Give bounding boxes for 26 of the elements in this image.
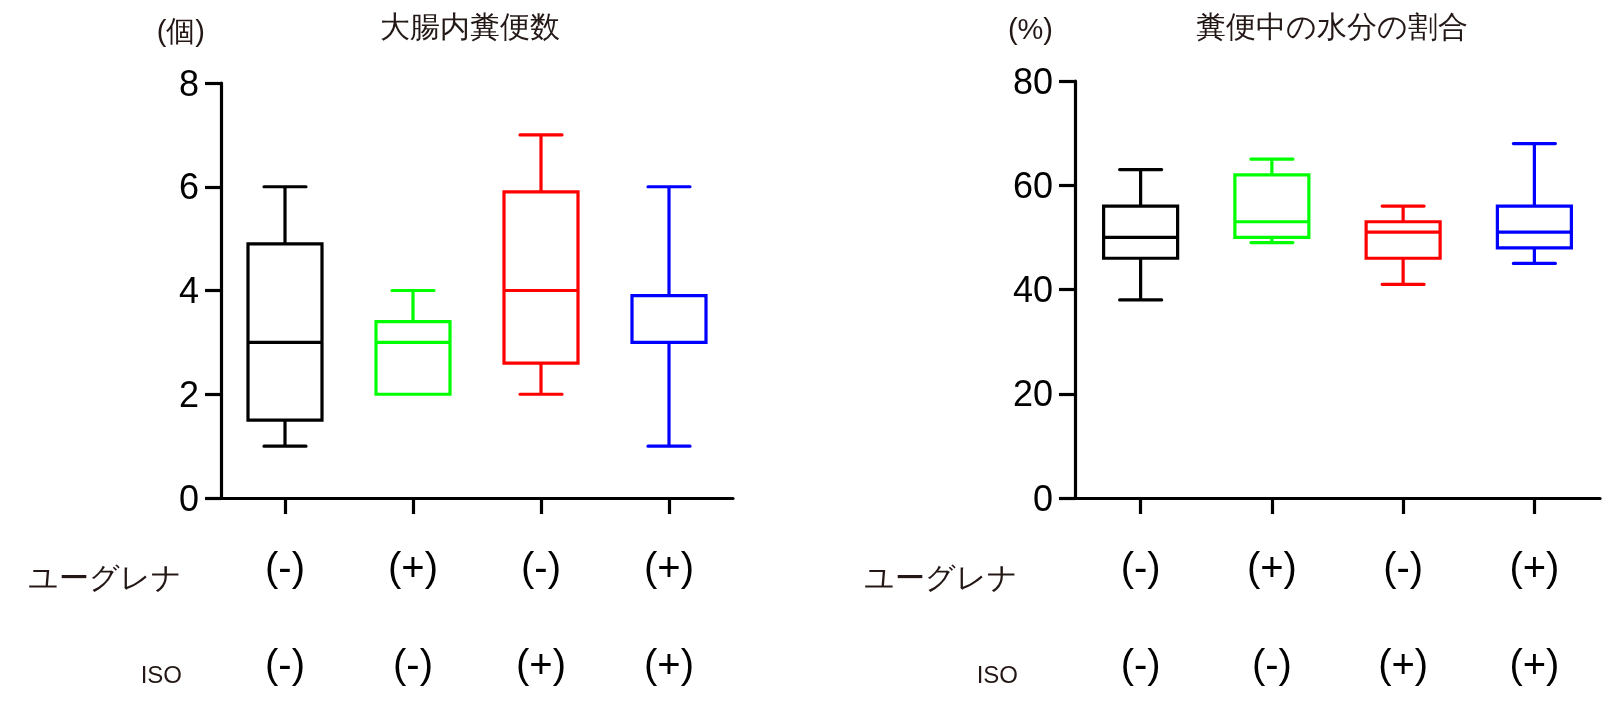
category-label: (+) (-) bbox=[388, 544, 438, 686]
category-label: (+) (+) bbox=[1509, 544, 1560, 686]
category-label: (-) (+) bbox=[1378, 544, 1429, 686]
y-axis-title: (個) bbox=[156, 14, 205, 47]
category-label: (-) (-) bbox=[265, 544, 305, 686]
y-tick-label: 0 bbox=[178, 477, 199, 519]
category-label: (+) (+) bbox=[644, 544, 694, 686]
text: ISO bbox=[976, 660, 1018, 688]
chart-title: 大腸内糞便数 bbox=[380, 9, 560, 43]
y-tick-label: 20 bbox=[1012, 373, 1053, 415]
y-tick-label: 8 bbox=[178, 62, 199, 104]
y-tick-label: 4 bbox=[178, 270, 199, 311]
y-tick-label: 40 bbox=[1012, 269, 1053, 310]
text: ISO bbox=[140, 660, 182, 688]
text: ユーグレナ bbox=[864, 560, 1018, 594]
category-label: (-) (+) bbox=[516, 544, 566, 686]
category-label: (+) (-) bbox=[1246, 544, 1297, 686]
y-tick-label: 0 bbox=[1032, 477, 1053, 519]
y-axis-title: (%) bbox=[1007, 12, 1053, 45]
text: ユーグレナ bbox=[28, 560, 182, 594]
y-tick-label: 80 bbox=[1012, 60, 1053, 102]
y-tick-label: 60 bbox=[1012, 164, 1053, 206]
category-label: (-) (-) bbox=[1120, 544, 1161, 686]
y-tick-label: 2 bbox=[178, 373, 199, 415]
chart-title: 糞便中の水分の割合 bbox=[1196, 9, 1468, 43]
y-tick-label: 6 bbox=[178, 166, 199, 208]
